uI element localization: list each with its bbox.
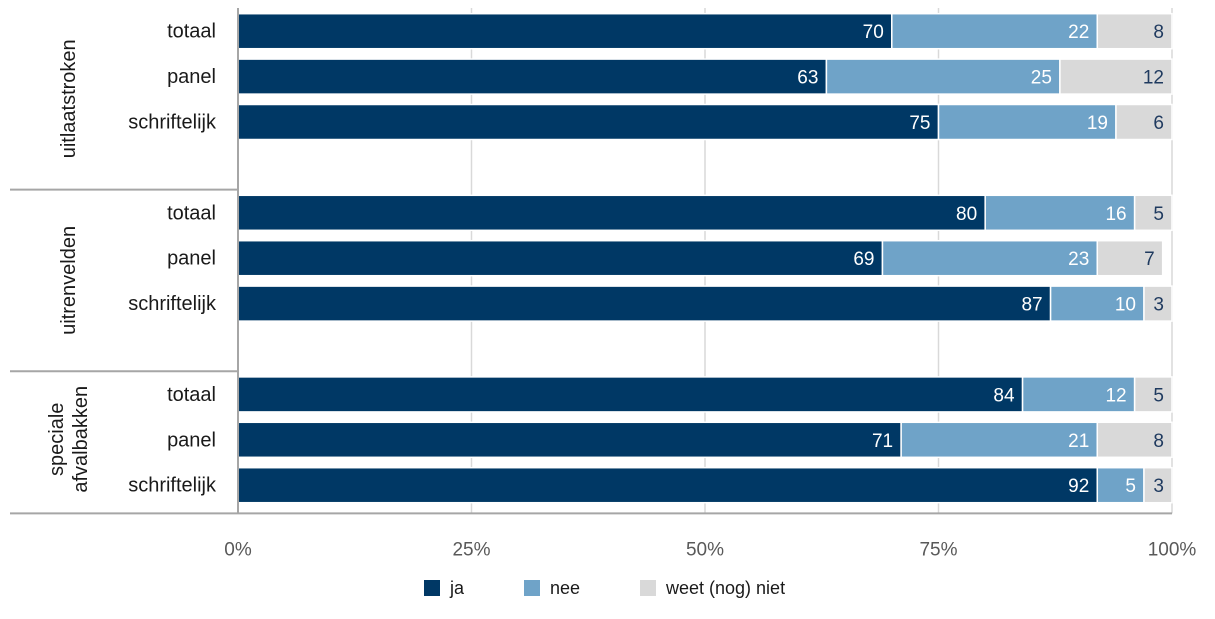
data-label-nee: 23 bbox=[1068, 249, 1089, 270]
data-label-weet: 5 bbox=[1153, 385, 1164, 406]
legend-label-ja: ja bbox=[449, 578, 465, 598]
data-label-ja: 71 bbox=[872, 431, 893, 452]
bar-nee-speciale-afvalbakken-totaal bbox=[1021, 376, 1136, 413]
group-label-speciale-afvalbakken: speciale afvalbakken bbox=[46, 386, 92, 493]
bar-weet-speciale-afvalbakken-schriftelijk bbox=[1143, 466, 1173, 504]
data-label-weet: 12 bbox=[1143, 68, 1164, 89]
bar-nee-uitlaatstroken-schriftelijk bbox=[937, 103, 1117, 141]
bar-nee-speciale-afvalbakken-schriftelijk bbox=[1096, 466, 1145, 504]
bar-weet-speciale-afvalbakken-totaal bbox=[1133, 376, 1173, 413]
bar-weet-uitlaatstroken-schriftelijk bbox=[1115, 103, 1173, 141]
category-label: schriftelijk bbox=[128, 475, 217, 497]
data-label-ja: 84 bbox=[993, 385, 1015, 406]
data-label-ja: 75 bbox=[909, 113, 930, 134]
data-label-weet: 8 bbox=[1153, 431, 1164, 452]
data-label-nee: 12 bbox=[1105, 385, 1126, 406]
bar-weet-uitlaatstroken-totaal bbox=[1096, 12, 1173, 50]
category-label: totaal bbox=[167, 384, 216, 406]
category-labels: totaal panel schriftelijk totaal panel schrif… bbox=[128, 21, 217, 497]
category-label: panel bbox=[167, 66, 216, 88]
bar-ja-uitrenvelden-totaal bbox=[237, 194, 986, 232]
data-label-ja: 92 bbox=[1068, 476, 1089, 497]
data-label-nee: 19 bbox=[1087, 113, 1108, 134]
group-labels: uitlaatstroken uitrenvelden speciale afvalb… bbox=[10, 39, 238, 493]
legend-swatch-weet bbox=[640, 580, 656, 596]
bars: 70 22 8 63 25 12 75 19 6 80 16 5 69 23 7 87 10 3 84 12 5 71 21… bbox=[237, 12, 1173, 504]
data-label-weet: 3 bbox=[1153, 295, 1164, 316]
data-label-weet: 6 bbox=[1153, 113, 1164, 134]
legend-label-nee: nee bbox=[550, 578, 580, 598]
x-tick-label: 75% bbox=[919, 539, 957, 560]
category-label: schriftelijk bbox=[128, 112, 217, 134]
data-label-ja: 63 bbox=[797, 68, 818, 89]
x-tick-labels: 0% 25% 50% 75% 100% bbox=[224, 539, 1196, 560]
legend: ja nee weet (nog) niet bbox=[424, 578, 785, 598]
bar-weet-uitrenvelden-totaal bbox=[1133, 194, 1173, 232]
data-label-weet: 7 bbox=[1144, 249, 1155, 270]
legend-label-weet: weet (nog) niet bbox=[665, 578, 785, 598]
x-tick-label: 100% bbox=[1148, 539, 1197, 560]
bar-weet-uitrenvelden-panel bbox=[1096, 239, 1164, 277]
category-label: panel bbox=[167, 248, 216, 270]
x-tick-label: 0% bbox=[224, 539, 252, 560]
bar-ja-uitrenvelden-schriftelijk bbox=[237, 285, 1052, 322]
data-label-nee: 22 bbox=[1068, 22, 1089, 43]
legend-swatch-ja bbox=[424, 580, 440, 596]
x-tick-label: 25% bbox=[452, 539, 490, 560]
bar-nee-uitlaatstroken-totaal bbox=[891, 12, 1099, 50]
data-label-weet: 3 bbox=[1153, 476, 1164, 497]
data-label-nee: 16 bbox=[1105, 204, 1126, 225]
data-label-weet: 5 bbox=[1153, 204, 1164, 225]
bar-nee-uitrenvelden-panel bbox=[881, 239, 1099, 277]
category-label: totaal bbox=[167, 21, 216, 43]
bar-ja-speciale-afvalbakken-schriftelijk bbox=[237, 466, 1099, 504]
bar-ja-uitlaatstroken-schriftelijk bbox=[237, 103, 940, 141]
category-label: panel bbox=[167, 429, 216, 451]
bar-ja-uitlaatstroken-panel bbox=[237, 58, 828, 95]
group-label-uitlaatstroken: uitlaatstroken bbox=[58, 39, 80, 158]
data-label-ja: 80 bbox=[956, 204, 977, 225]
bar-ja-speciale-afvalbakken-panel bbox=[237, 421, 902, 459]
category-label: totaal bbox=[167, 202, 216, 224]
data-label-nee: 21 bbox=[1068, 431, 1089, 452]
bar-weet-uitlaatstroken-panel bbox=[1059, 58, 1173, 95]
category-label: schriftelijk bbox=[128, 293, 217, 315]
data-label-ja: 70 bbox=[863, 22, 884, 43]
data-label-nee: 25 bbox=[1031, 68, 1052, 89]
legend-swatch-nee bbox=[524, 580, 540, 596]
data-label-weet: 8 bbox=[1153, 22, 1164, 43]
bar-ja-uitrenvelden-panel bbox=[237, 239, 884, 277]
group-label-uitrenvelden: uitrenvelden bbox=[58, 226, 80, 335]
data-label-ja: 87 bbox=[1021, 295, 1042, 316]
bar-weet-uitrenvelden-schriftelijk bbox=[1143, 285, 1173, 322]
bar-nee-uitlaatstroken-panel bbox=[825, 58, 1061, 95]
bar-nee-speciale-afvalbakken-panel bbox=[900, 421, 1099, 459]
data-label-nee: 5 bbox=[1125, 476, 1136, 497]
bar-ja-uitlaatstroken-totaal bbox=[237, 12, 893, 50]
data-label-ja: 69 bbox=[853, 249, 874, 270]
bar-ja-speciale-afvalbakken-totaal bbox=[237, 376, 1024, 413]
x-tick-label: 50% bbox=[686, 539, 724, 560]
data-label-nee: 10 bbox=[1115, 295, 1136, 316]
bar-weet-speciale-afvalbakken-panel bbox=[1096, 421, 1173, 459]
